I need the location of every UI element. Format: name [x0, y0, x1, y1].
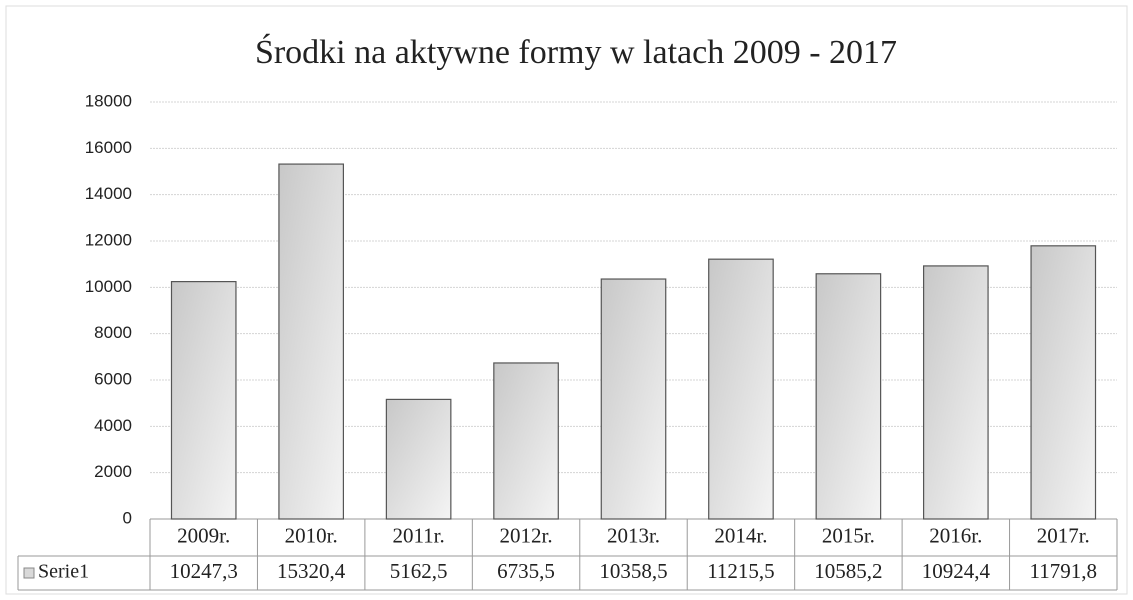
bar	[600, 278, 667, 520]
data-label: 15320,4	[277, 559, 346, 583]
bar	[708, 258, 774, 520]
bar	[1030, 245, 1097, 520]
legend-label: Serie1	[38, 561, 89, 583]
data-label: 5162,5	[390, 559, 448, 583]
y-tick-label: 6000	[94, 369, 132, 388]
data-label: 10585,2	[814, 559, 882, 583]
y-tick-label: 2000	[94, 462, 132, 481]
bar	[493, 362, 559, 520]
x-tick-label: 2010r.	[285, 523, 338, 547]
chart-title: Środki na aktywne formy w latach 2009 - …	[255, 33, 897, 71]
y-tick-label: 14000	[85, 184, 132, 203]
chart-border	[5, 5, 1128, 595]
data-label: 10358,5	[599, 559, 667, 583]
bar	[278, 163, 344, 520]
data-label: 10247,3	[170, 559, 238, 583]
data-label: 11215,5	[707, 559, 774, 583]
y-tick-label: 4000	[94, 416, 132, 435]
y-tick-label: 10000	[85, 277, 132, 296]
x-tick-label: 2014r.	[714, 523, 767, 547]
x-tick-label: 2015r.	[822, 523, 875, 547]
x-tick-label: 2016r.	[929, 523, 982, 547]
y-tick-label: 16000	[85, 138, 132, 157]
bar	[922, 265, 989, 520]
y-tick-label: 12000	[85, 230, 132, 249]
bar	[815, 273, 882, 520]
y-tick-label: 0	[123, 508, 132, 527]
legend-key	[23, 567, 35, 579]
x-tick-label: 2017r.	[1037, 523, 1090, 547]
x-tick-label: 2012r.	[500, 523, 553, 547]
data-label: 10924,4	[922, 559, 991, 583]
y-tick-label: 18000	[85, 91, 132, 110]
x-tick-label: 2009r.	[177, 523, 230, 547]
y-tick-label: 8000	[94, 323, 132, 342]
bar	[170, 281, 237, 520]
data-label: 11791,8	[1030, 559, 1097, 583]
bar	[385, 398, 452, 520]
data-label: 6735,5	[497, 559, 555, 583]
x-tick-label: 2013r.	[607, 523, 660, 547]
x-tick-label: 2011r.	[392, 523, 444, 547]
